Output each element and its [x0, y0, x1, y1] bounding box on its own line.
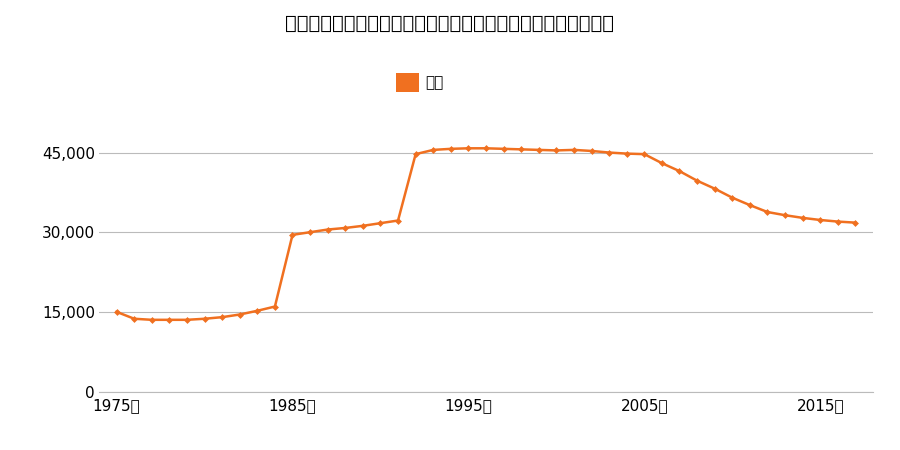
Text: 価格: 価格 [425, 75, 443, 90]
Text: 三重県四日市市広永町字上高円２８８番１ほか２筆の地価推移: 三重県四日市市広永町字上高円２８８番１ほか２筆の地価推移 [285, 14, 615, 32]
